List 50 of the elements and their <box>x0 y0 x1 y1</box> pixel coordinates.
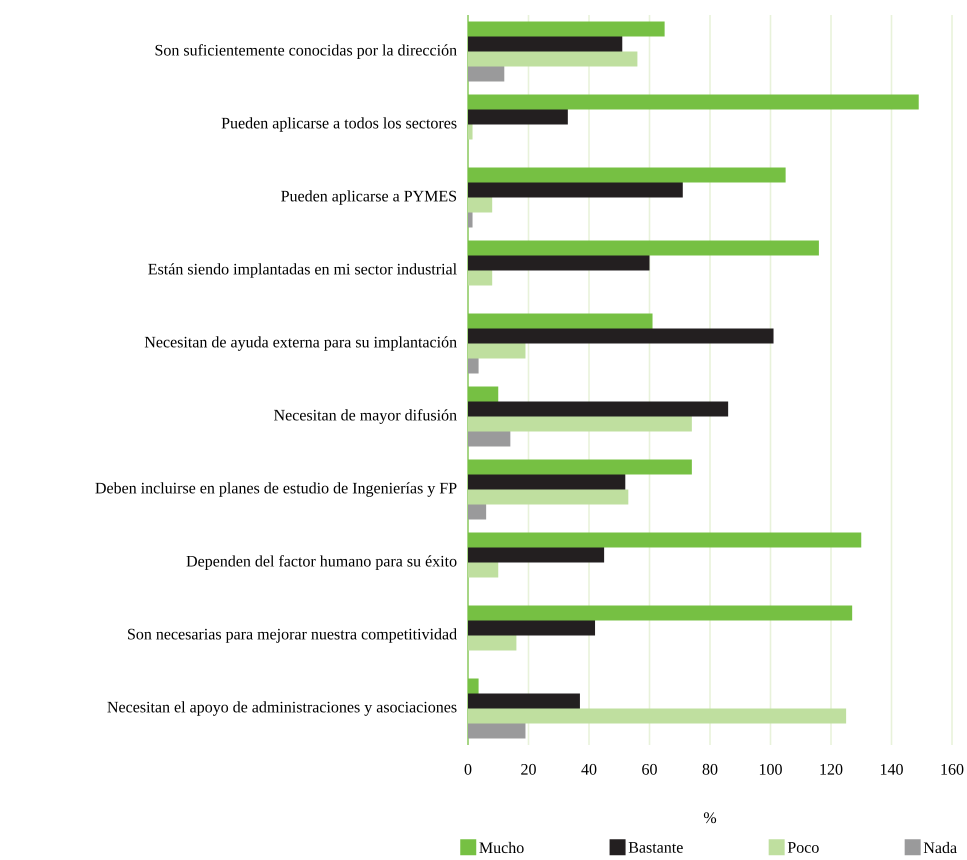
bar <box>468 474 626 490</box>
bar <box>468 489 628 504</box>
bar <box>468 724 526 738</box>
bar <box>468 66 504 82</box>
x-tick-label: 100 <box>760 764 782 775</box>
bar <box>468 109 568 124</box>
bar <box>468 358 479 374</box>
y-tick-label: Necesitan de mayor difusión <box>274 409 457 424</box>
bar <box>468 182 683 198</box>
bar <box>468 562 498 578</box>
bar <box>468 343 526 358</box>
x-tick-label: 0 <box>464 764 472 775</box>
x-tick-label: 140 <box>880 764 903 775</box>
bar <box>468 328 774 344</box>
x-tick-label: 60 <box>642 764 657 775</box>
bar <box>468 212 473 228</box>
bar <box>468 694 580 708</box>
bar <box>468 636 516 650</box>
bar <box>468 124 473 140</box>
legend-label: Nada <box>924 842 957 854</box>
x-tick-label: 80 <box>702 764 718 775</box>
bar <box>468 197 492 212</box>
x-tick-label: 20 <box>521 764 536 775</box>
bar <box>468 548 604 562</box>
y-tick-label: Son necesarias para mejorar nuestra competitividad <box>128 628 457 643</box>
y-tick-label: Necesitan el apoyo de administraciones y asociaciones <box>107 701 457 716</box>
bar <box>468 270 492 286</box>
y-tick-label: Pueden aplicarse a todos los sectores <box>222 117 456 132</box>
y-tick-label: Están siendo implantadas en mi sector industrial <box>148 263 457 278</box>
y-tick-label: Deben incluirse en planes de estudio de Ingenierías y FP <box>95 482 456 497</box>
bar <box>468 416 692 432</box>
y-tick-label: Necesitan de ayuda externa para su implantación <box>144 336 457 351</box>
legend-label: Mucho <box>479 842 524 854</box>
bar <box>468 255 650 270</box>
x-tick-label: 120 <box>820 764 842 775</box>
bar <box>468 51 638 66</box>
bar <box>468 432 510 446</box>
bar <box>468 401 728 416</box>
bar <box>468 708 846 724</box>
y-tick-label: Dependen del factor humano para su éxito <box>186 555 456 570</box>
x-tick-label: 40 <box>581 764 596 775</box>
bar <box>468 620 596 636</box>
x-axis-title: % <box>704 812 716 824</box>
legend-label: Poco <box>788 842 819 853</box>
y-tick-label: Pueden aplicarse a PYMES <box>281 190 456 205</box>
y-tick-label: Son suficientemente conocidas por la dirección <box>156 44 457 59</box>
bar <box>468 504 486 520</box>
bar <box>468 36 622 52</box>
legend-label: Bastante <box>628 842 683 853</box>
x-tick-label: 160 <box>941 764 964 775</box>
